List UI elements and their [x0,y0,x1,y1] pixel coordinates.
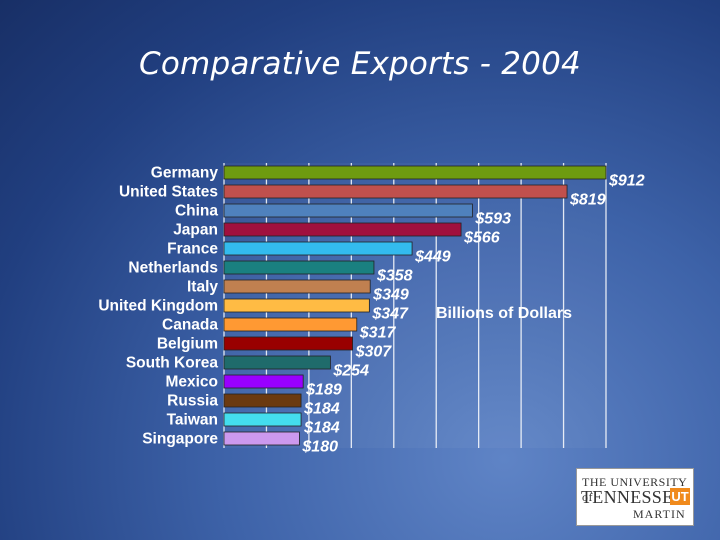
chart-title: Comparative Exports - 2004 [139,46,581,82]
value-label: $358 [376,268,413,285]
bar-united-states [223,184,568,199]
bar-netherlands [223,260,375,275]
bar-japan [223,222,462,237]
bar-south-korea [223,355,331,370]
value-label: $593 [474,211,511,228]
logo-mark: UT [670,488,690,505]
university-logo: THE UNIVERSITY of TENNESSEE UT MARTIN [576,468,694,526]
bar-taiwan [223,412,302,427]
bar-italy [223,279,371,294]
logo-line2: TENNESSEE [581,487,685,507]
value-label: $189 [305,382,342,399]
value-label: $184 [303,401,340,418]
category-label: Singapore [142,431,218,448]
bar-singapore [223,431,300,446]
value-label: $449 [414,249,451,266]
category-label: Russia [167,393,218,410]
units-label: Billions of Dollars [436,305,573,322]
category-label: United States [119,184,218,201]
value-label: $317 [359,325,397,342]
bar-canada [223,317,358,332]
logo-line3: MARTIN [633,507,686,521]
category-label: Japan [173,222,218,239]
category-label: Mexico [165,374,218,391]
value-label: $184 [303,420,340,437]
value-label: $307 [355,344,393,361]
bar-belgium [223,336,353,351]
value-label: $566 [463,230,500,247]
category-label: Netherlands [128,260,218,277]
category-label: Germany [151,165,219,182]
bars [223,165,607,446]
value-label: $254 [332,363,369,380]
bar-mexico [223,374,304,389]
value-labels: $912$819 $593 $566 $449$358 $349 $347 $317 $307… [301,173,644,456]
bar-france [223,241,413,256]
bar-united-kingdom [223,298,370,313]
bar-china [223,203,473,218]
value-label: $912 [608,173,645,190]
category-label: Belgium [157,336,218,353]
value-label: $347 [371,306,409,323]
category-label: France [167,241,218,258]
category-label: China [175,203,218,220]
category-label: Canada [162,317,218,334]
bar-russia [223,393,302,408]
logo-line1: THE UNIVERSITY of [582,475,687,504]
bar-germany [223,165,607,180]
value-label: $819 [569,192,606,209]
value-label: $180 [301,439,338,456]
category-label: Italy [187,279,218,296]
category-labels: Germany United States China Japan France Neth… [98,165,218,448]
category-label: United Kingdom [98,298,218,315]
value-label: $349 [372,287,409,304]
category-label: South Korea [126,355,219,372]
category-label: Taiwan [167,412,218,429]
